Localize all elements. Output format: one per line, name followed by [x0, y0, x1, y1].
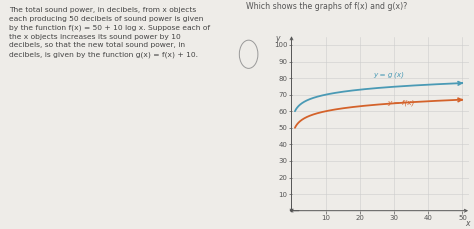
- Text: y = f(x): y = f(x): [387, 100, 415, 106]
- Text: Which shows the graphs of f(x) and g(x)?: Which shows the graphs of f(x) and g(x)?: [246, 2, 408, 11]
- Text: The total sound power, in decibels, from x objects
each producing 50 decibels of: The total sound power, in decibels, from…: [9, 7, 210, 58]
- Text: y: y: [275, 34, 280, 43]
- Text: y = g (x): y = g (x): [374, 71, 404, 78]
- Text: x: x: [465, 219, 470, 229]
